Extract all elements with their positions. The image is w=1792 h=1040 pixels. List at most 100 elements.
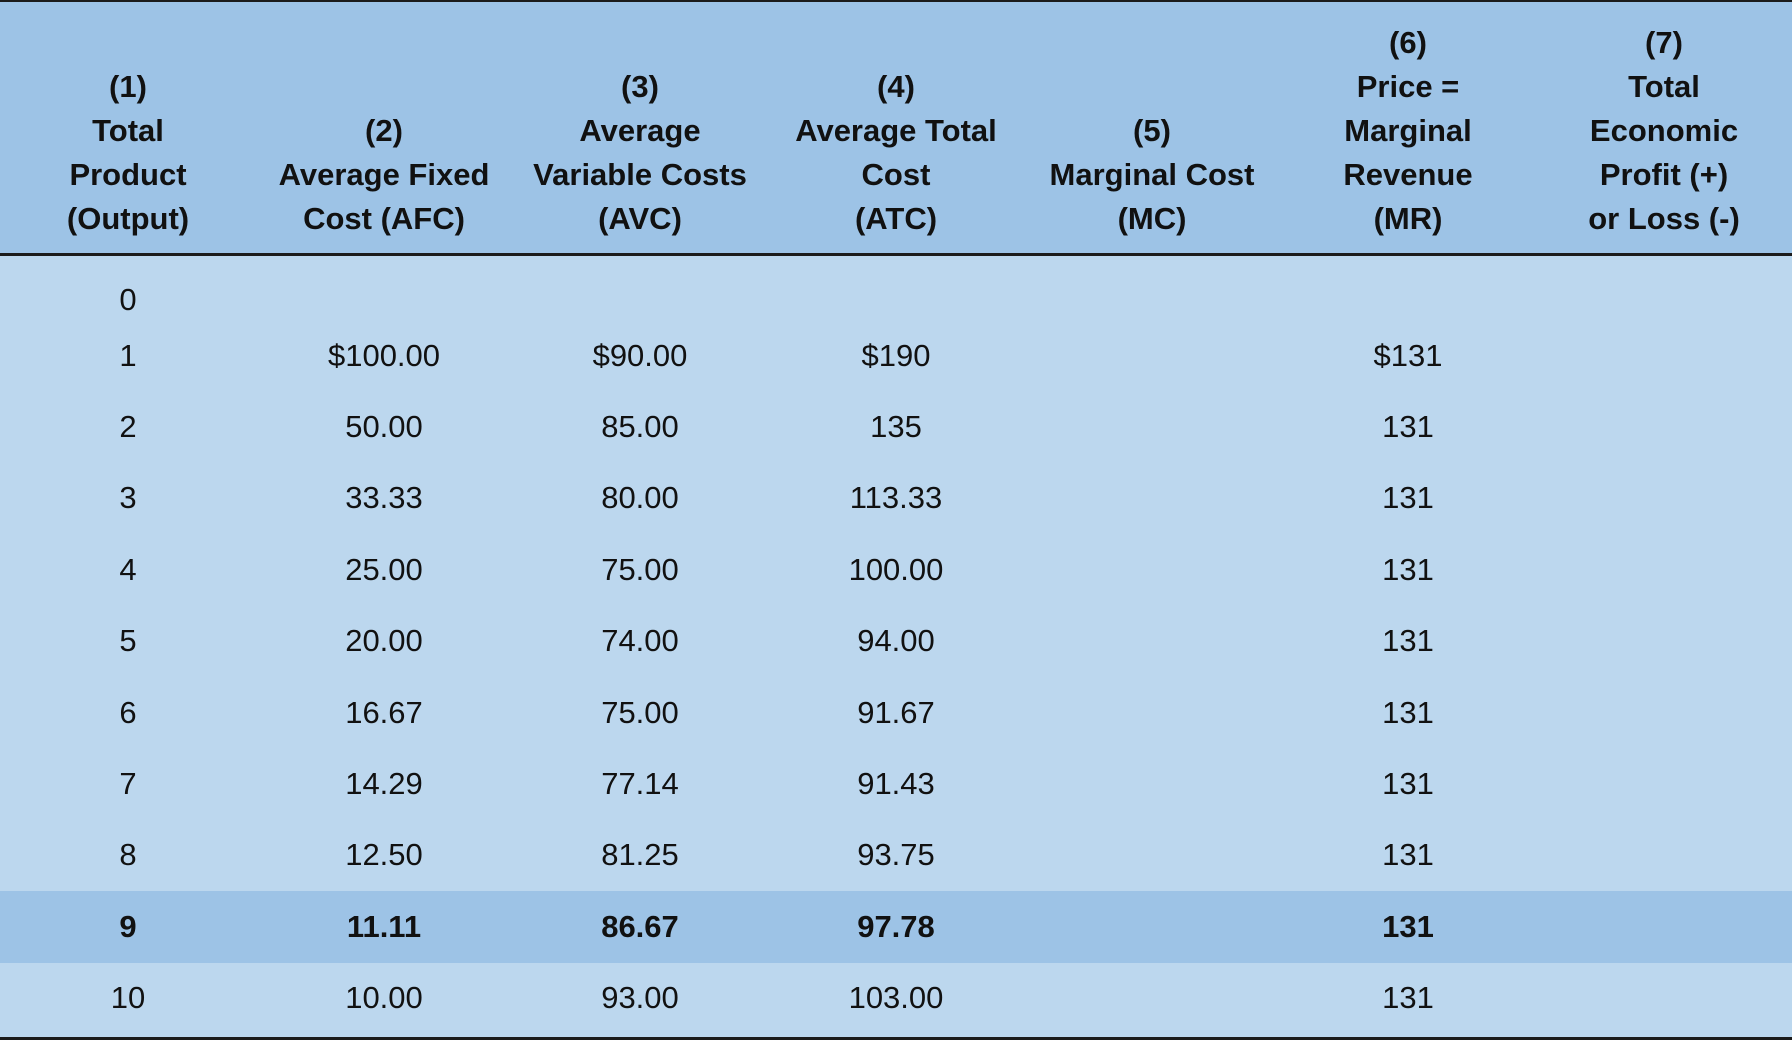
cell-average-fixed-cost: 50.00	[345, 409, 423, 445]
header-line: Cost (AFC)	[303, 201, 465, 236]
cell-average-variable-costs: 86.67	[601, 908, 679, 944]
cell-price-marginal-revenue: $131	[1373, 337, 1443, 373]
cell-price-marginal-revenue: 131	[1382, 694, 1434, 730]
header-line: Cost	[861, 157, 931, 192]
table-row: 8 12.50 81.25 93.75 131	[0, 820, 1792, 891]
cell-average-variable-costs: 77.14	[601, 766, 679, 802]
table-row: 4 25.00 75.00 100.00 131	[0, 534, 1792, 605]
cell-total-product: 10	[110, 980, 146, 1016]
cell-average-variable-costs: 93.00	[601, 980, 679, 1016]
header-marginal-cost: (5) Marginal Cost (MC)	[1024, 2, 1280, 253]
cell-total-product: 3	[119, 480, 137, 516]
header-average-fixed-cost: (2) Average Fixed Cost (AFC)	[256, 2, 512, 253]
header-price-marginal-revenue: (6) Price = Marginal Revenue (MR)	[1280, 2, 1536, 253]
cell-total-product: 2	[119, 409, 137, 445]
cell-average-fixed-cost: 11.11	[346, 908, 422, 944]
cell-average-fixed-cost: 33.33	[345, 480, 423, 516]
table-body: 0 1 $100.00 $90.00 $190 $131 2 50.00 85.00 135 131…	[0, 256, 1792, 1034]
cell-average-variable-costs: 74.00	[601, 623, 679, 659]
header-line: Product	[69, 157, 187, 192]
cell-total-product: 4	[119, 551, 137, 587]
cell-average-total-cost: 135	[870, 409, 922, 445]
header-line: Average	[579, 113, 701, 148]
cell-total-product: 7	[119, 766, 137, 802]
table-row: 2 50.00 85.00 135 131	[0, 391, 1792, 462]
header-average-total-cost: (4) Average Total Cost (ATC)	[768, 2, 1024, 253]
table-header: (1) Total Product (Output) (2) Average F…	[0, 2, 1792, 256]
cell-average-total-cost: 100.00	[848, 551, 944, 587]
table-row: 3 33.33 80.00 113.33 131	[0, 463, 1792, 534]
cell-average-variable-costs: 81.25	[601, 837, 679, 873]
header-line: Total	[1628, 69, 1700, 104]
cell-average-variable-costs: 85.00	[601, 409, 679, 445]
table-row-highlighted: 9 11.11 86.67 97.78 131	[0, 891, 1792, 963]
header-line: (MR)	[1373, 201, 1443, 236]
cell-price-marginal-revenue: 131	[1382, 837, 1434, 873]
header-line: Variable Costs	[533, 157, 747, 192]
header-line: or Loss (-)	[1588, 201, 1740, 236]
cell-average-total-cost: 113.33	[849, 480, 943, 516]
header-line: (MC)	[1117, 201, 1187, 236]
header-line: (ATC)	[854, 201, 938, 236]
cell-total-product: 5	[119, 623, 137, 659]
cell-average-total-cost: $190	[861, 337, 931, 373]
header-line: Revenue	[1343, 157, 1473, 192]
header-total-economic-profit: (7) Total Economic Profit (+) or Loss (-…	[1536, 2, 1792, 253]
table-row: 0	[0, 256, 1792, 320]
cell-average-fixed-cost: 20.00	[345, 623, 423, 659]
cell-average-total-cost: 91.67	[857, 694, 935, 730]
table-row: 5 20.00 74.00 94.00 131	[0, 606, 1792, 677]
header-line: Marginal Cost	[1049, 157, 1255, 192]
cell-average-variable-costs: $90.00	[592, 337, 688, 373]
header-line: Marginal	[1344, 113, 1472, 148]
cell-average-fixed-cost: $100.00	[327, 337, 441, 373]
header-line: (3)	[621, 69, 659, 104]
table-row: 6 16.67 75.00 91.67 131	[0, 677, 1792, 748]
cell-average-total-cost: 103.00	[848, 980, 944, 1016]
header-line: (Output)	[66, 201, 190, 236]
table-row: 1 $100.00 $90.00 $190 $131	[0, 320, 1792, 391]
header-line: (AVC)	[598, 201, 682, 236]
cell-average-variable-costs: 75.00	[601, 551, 679, 587]
cell-average-total-cost: 93.75	[857, 837, 935, 873]
cell-price-marginal-revenue: 131	[1382, 623, 1434, 659]
cell-price-marginal-revenue: 131	[1382, 980, 1434, 1016]
cell-total-product: 8	[119, 837, 137, 873]
cell-total-product: 0	[119, 282, 137, 317]
table-row: 10 10.00 93.00 103.00 131	[0, 963, 1792, 1034]
header-line: (2)	[365, 113, 403, 148]
header-total-product: (1) Total Product (Output)	[0, 2, 256, 253]
table-row: 7 14.29 77.14 91.43 131	[0, 748, 1792, 819]
header-line: Average Total	[795, 113, 997, 148]
header-line: Profit (+)	[1599, 157, 1729, 192]
cell-average-fixed-cost: 12.50	[345, 837, 423, 873]
cell-average-fixed-cost: 25.00	[345, 551, 423, 587]
cell-price-marginal-revenue: 131	[1382, 908, 1434, 944]
header-line: Total	[92, 113, 164, 148]
cell-average-fixed-cost: 16.67	[345, 694, 423, 730]
cell-average-total-cost: 97.78	[857, 908, 935, 944]
cell-average-total-cost: 94.00	[857, 623, 935, 659]
cell-total-product: 6	[119, 694, 137, 730]
cell-average-total-cost: 91.43	[857, 766, 935, 802]
header-line: (5)	[1133, 113, 1171, 148]
header-line: Average Fixed	[278, 157, 490, 192]
cell-average-variable-costs: 75.00	[601, 694, 679, 730]
header-line: Price =	[1356, 69, 1460, 104]
header-line: (4)	[877, 69, 915, 104]
cell-price-marginal-revenue: 131	[1382, 551, 1434, 587]
header-average-variable-costs: (3) Average Variable Costs (AVC)	[512, 2, 768, 253]
cell-total-product: 1	[119, 337, 137, 373]
header-line: (1)	[109, 69, 147, 104]
cell-average-fixed-cost: 14.29	[345, 766, 423, 802]
header-line: (7)	[1645, 25, 1683, 60]
cell-price-marginal-revenue: 131	[1382, 409, 1434, 445]
cell-average-fixed-cost: 10.00	[345, 980, 423, 1016]
cell-price-marginal-revenue: 131	[1382, 766, 1434, 802]
header-line: Economic	[1589, 113, 1739, 148]
cell-total-product: 9	[119, 908, 137, 944]
cell-average-variable-costs: 80.00	[601, 480, 679, 516]
cell-price-marginal-revenue: 131	[1382, 480, 1434, 516]
header-line: (6)	[1389, 25, 1427, 60]
